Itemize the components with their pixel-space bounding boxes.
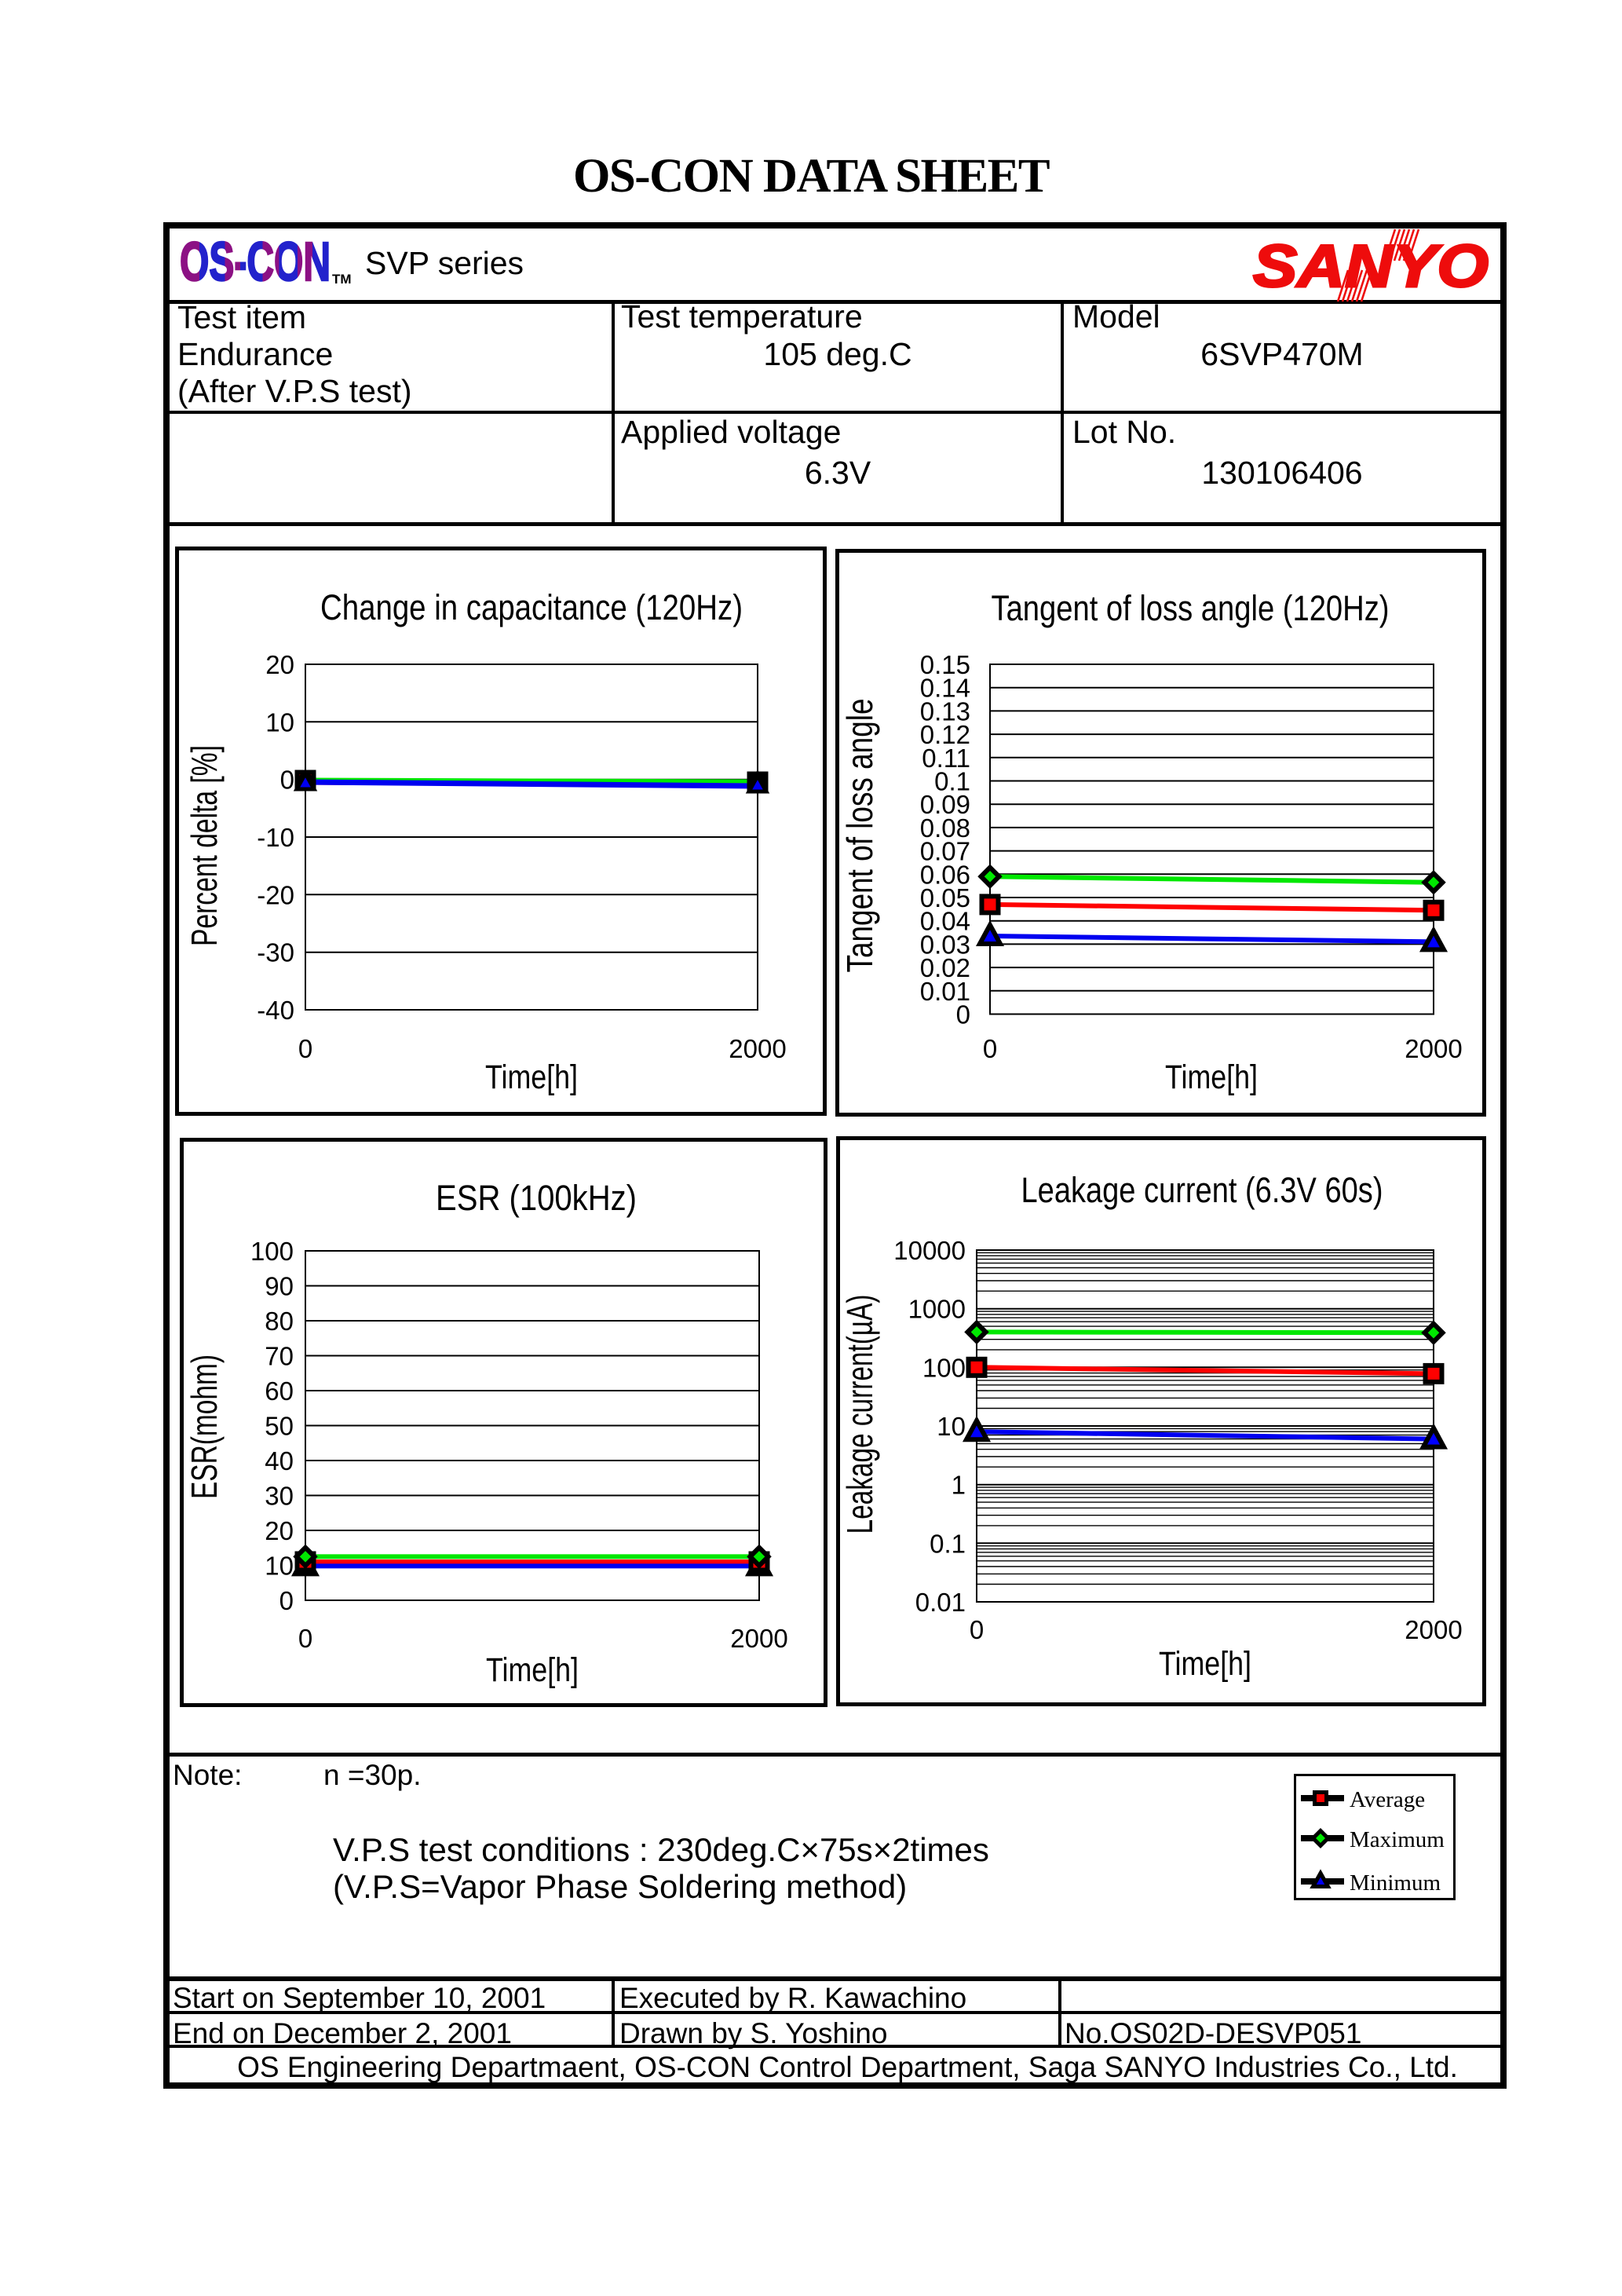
svg-text:Leakage current (6.3V 60s): Leakage current (6.3V 60s) — [1021, 1170, 1383, 1210]
svg-text:20: 20 — [265, 1516, 294, 1545]
svg-text:0.01: 0.01 — [915, 1588, 966, 1617]
svg-text:0.02: 0.02 — [920, 953, 970, 982]
svg-text:Time[h]: Time[h] — [486, 1651, 579, 1689]
svg-text:0.04: 0.04 — [920, 907, 970, 936]
svg-text:30: 30 — [265, 1482, 294, 1511]
svg-text:2000: 2000 — [1405, 1034, 1462, 1063]
svg-text:0.14: 0.14 — [920, 674, 970, 703]
svg-text:2000: 2000 — [730, 1624, 787, 1653]
svg-text:0: 0 — [298, 1034, 312, 1063]
svg-text:0.01: 0.01 — [920, 977, 970, 1006]
svg-text:Time[h]: Time[h] — [1165, 1058, 1258, 1096]
svg-text:Maximum: Maximum — [1350, 1827, 1445, 1852]
svg-text:2000: 2000 — [1405, 1615, 1462, 1644]
svg-text:80: 80 — [265, 1307, 294, 1336]
svg-text:-20: -20 — [257, 880, 294, 909]
svg-text:0: 0 — [970, 1615, 984, 1644]
svg-text:0: 0 — [279, 1586, 294, 1615]
svg-text:TM: TM — [332, 272, 352, 287]
svg-text:0.11: 0.11 — [922, 744, 970, 773]
svg-text:0.1: 0.1 — [934, 767, 970, 796]
svg-text:ESR (100kHz): ESR (100kHz) — [436, 1178, 637, 1218]
svg-text:-40: -40 — [257, 996, 294, 1025]
svg-text:70: 70 — [265, 1342, 294, 1371]
svg-text:1000: 1000 — [908, 1295, 966, 1324]
svg-text:Minimum: Minimum — [1350, 1870, 1441, 1896]
svg-text:40: 40 — [265, 1446, 294, 1475]
svg-text:10: 10 — [265, 1552, 294, 1581]
svg-text:20: 20 — [265, 650, 294, 679]
svg-text:Percent delta [%]: Percent delta [%] — [184, 745, 225, 946]
svg-text:0.12: 0.12 — [920, 720, 970, 749]
svg-text:0: 0 — [983, 1034, 997, 1063]
svg-text:0: 0 — [298, 1624, 312, 1653]
svg-text:OS-CON: OS-CON — [180, 231, 331, 292]
svg-text:10: 10 — [265, 707, 294, 737]
svg-text:Change in capacitance (120Hz): Change in capacitance (120Hz) — [320, 587, 743, 627]
svg-text:Average: Average — [1350, 1787, 1425, 1812]
svg-text:0.09: 0.09 — [920, 790, 970, 819]
svg-text:0.15: 0.15 — [920, 650, 970, 679]
svg-text:Leakage current(µA): Leakage current(µA) — [839, 1295, 880, 1534]
svg-text:0: 0 — [956, 1000, 970, 1029]
svg-text:60: 60 — [265, 1377, 294, 1406]
svg-text:Tangent of loss angle: Tangent of loss angle — [839, 699, 880, 973]
svg-text:90: 90 — [265, 1272, 294, 1301]
svg-text:0.06: 0.06 — [920, 860, 970, 889]
svg-text:10000: 10000 — [893, 1236, 966, 1265]
svg-text:Tangent of loss angle (120Hz): Tangent of loss angle (120Hz) — [992, 588, 1390, 628]
svg-text:-10: -10 — [257, 823, 294, 852]
svg-text:SANYO: SANYO — [1253, 233, 1489, 300]
svg-text:0.13: 0.13 — [920, 696, 970, 726]
svg-text:0.05: 0.05 — [920, 883, 970, 912]
svg-text:50: 50 — [265, 1412, 294, 1441]
svg-text:10: 10 — [937, 1412, 966, 1441]
svg-text:0.03: 0.03 — [920, 930, 970, 959]
svg-text:100: 100 — [922, 1353, 966, 1382]
svg-text:0.07: 0.07 — [920, 837, 970, 866]
svg-text:0: 0 — [280, 766, 294, 795]
svg-text:1: 1 — [952, 1471, 966, 1500]
svg-text:0.1: 0.1 — [930, 1529, 966, 1558]
svg-text:2000: 2000 — [729, 1034, 786, 1063]
svg-text:100: 100 — [250, 1237, 294, 1266]
svg-text:-30: -30 — [257, 938, 294, 967]
svg-text:Time[h]: Time[h] — [485, 1058, 578, 1096]
svg-text:ESR(mohm): ESR(mohm) — [184, 1355, 225, 1499]
svg-text:0.08: 0.08 — [920, 813, 970, 843]
svg-text:Time[h]: Time[h] — [1159, 1645, 1251, 1683]
